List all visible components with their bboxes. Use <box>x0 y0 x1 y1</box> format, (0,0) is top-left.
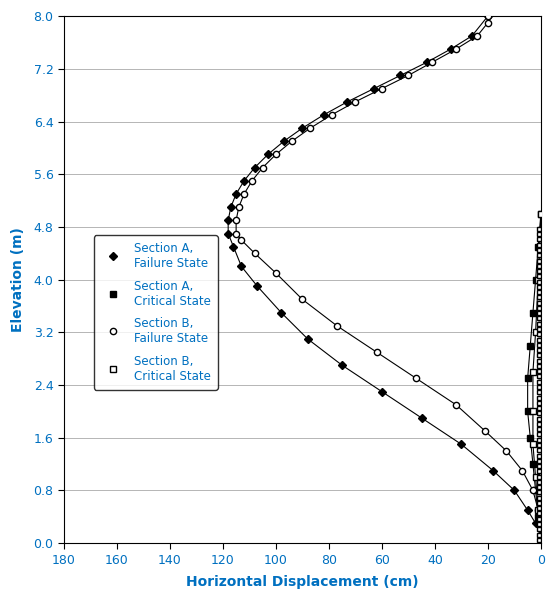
Section A,
Failure State <box>490 467 497 474</box>
Section A,
Critical State <box>530 460 537 467</box>
Section B,
Failure State <box>413 375 420 382</box>
Section B,
Critical State <box>530 368 537 376</box>
Section A,
Failure State <box>484 13 491 20</box>
Section A,
Critical State <box>524 408 531 415</box>
Line: Section B,
Critical State: Section B, Critical State <box>530 211 544 539</box>
Section A,
Critical State <box>538 210 544 217</box>
Section A,
Failure State <box>458 441 465 448</box>
Section A,
Failure State <box>230 243 237 250</box>
Section B,
Failure State <box>299 296 306 303</box>
Line: Section B,
Failure State: Section B, Failure State <box>233 13 542 514</box>
Section B,
Critical State <box>535 276 542 283</box>
Section A,
Failure State <box>532 520 539 527</box>
Section A,
Failure State <box>424 59 430 66</box>
Section B,
Failure State <box>474 32 480 40</box>
Section A,
Failure State <box>397 72 404 79</box>
Section A,
Failure State <box>524 506 531 514</box>
Section A,
Critical State <box>535 243 542 250</box>
Section B,
Critical State <box>532 473 539 481</box>
Line: Section A,
Critical State: Section A, Critical State <box>525 211 544 539</box>
Section A,
Failure State <box>538 533 544 540</box>
Section B,
Failure State <box>233 217 240 224</box>
Section B,
Failure State <box>405 72 411 79</box>
Section A,
Failure State <box>299 125 306 132</box>
Section B,
Failure State <box>328 112 335 119</box>
Section A,
Failure State <box>511 487 518 494</box>
Section A,
Critical State <box>532 276 539 283</box>
Section B,
Critical State <box>535 506 542 514</box>
Section B,
Failure State <box>453 401 459 409</box>
Section A,
Failure State <box>344 98 351 106</box>
Section B,
Failure State <box>429 59 435 66</box>
Section B,
Failure State <box>249 177 255 184</box>
Section B,
Failure State <box>233 230 240 237</box>
Section A,
Failure State <box>448 46 454 53</box>
Section B,
Critical State <box>538 210 544 217</box>
Section A,
Failure State <box>278 309 285 316</box>
Section A,
Critical State <box>538 533 544 540</box>
Section B,
Failure State <box>503 448 510 455</box>
Section A,
Failure State <box>238 263 245 270</box>
Section A,
Failure State <box>225 217 231 224</box>
Line: Section A,
Failure State: Section A, Failure State <box>225 13 544 539</box>
Section A,
Failure State <box>233 190 240 197</box>
Section A,
Failure State <box>225 230 231 237</box>
Section A,
Critical State <box>532 487 539 494</box>
Section B,
Failure State <box>251 250 258 257</box>
Section B,
Failure State <box>484 13 491 20</box>
Section A,
Failure State <box>371 85 378 92</box>
Section A,
Critical State <box>524 375 531 382</box>
Section B,
Critical State <box>538 533 544 540</box>
Section A,
Failure State <box>379 388 385 395</box>
Section A,
Failure State <box>320 112 327 119</box>
Section B,
Failure State <box>241 190 247 197</box>
Section A,
Failure State <box>227 203 234 211</box>
Section A,
Failure State <box>251 164 258 171</box>
Y-axis label: Elevation (m): Elevation (m) <box>11 227 25 332</box>
Section A,
Critical State <box>535 513 542 520</box>
Section A,
Failure State <box>280 137 287 145</box>
Section A,
Failure State <box>254 283 261 290</box>
Section B,
Failure State <box>379 85 385 92</box>
Section B,
Critical State <box>532 329 539 336</box>
X-axis label: Horizontal Displacement (cm): Horizontal Displacement (cm) <box>186 575 419 589</box>
Section A,
Failure State <box>469 32 475 40</box>
Section B,
Failure State <box>307 125 314 132</box>
Section B,
Failure State <box>519 467 525 474</box>
Section B,
Failure State <box>535 506 542 514</box>
Section B,
Failure State <box>235 203 242 211</box>
Section B,
Critical State <box>530 408 537 415</box>
Section B,
Failure State <box>453 46 459 53</box>
Section B,
Failure State <box>334 322 340 329</box>
Section A,
Failure State <box>418 415 425 422</box>
Section B,
Failure State <box>484 19 491 26</box>
Section A,
Failure State <box>265 151 271 158</box>
Section B,
Failure State <box>272 269 279 277</box>
Section B,
Failure State <box>259 164 266 171</box>
Section B,
Failure State <box>289 137 295 145</box>
Section B,
Failure State <box>530 487 537 494</box>
Legend: Section A,
Failure State, Section A,
Critical State, Section B,
Failure State, S: Section A, Failure State, Section A, Cri… <box>93 235 218 389</box>
Section B,
Failure State <box>352 98 359 106</box>
Section B,
Failure State <box>373 349 380 356</box>
Section A,
Critical State <box>527 434 534 442</box>
Section A,
Critical State <box>527 342 534 349</box>
Section B,
Failure State <box>238 236 245 244</box>
Section A,
Failure State <box>304 335 311 343</box>
Section A,
Failure State <box>339 362 345 369</box>
Section B,
Critical State <box>530 441 537 448</box>
Section A,
Critical State <box>530 309 537 316</box>
Section B,
Failure State <box>482 428 489 435</box>
Section A,
Failure State <box>241 177 247 184</box>
Section B,
Failure State <box>272 151 279 158</box>
